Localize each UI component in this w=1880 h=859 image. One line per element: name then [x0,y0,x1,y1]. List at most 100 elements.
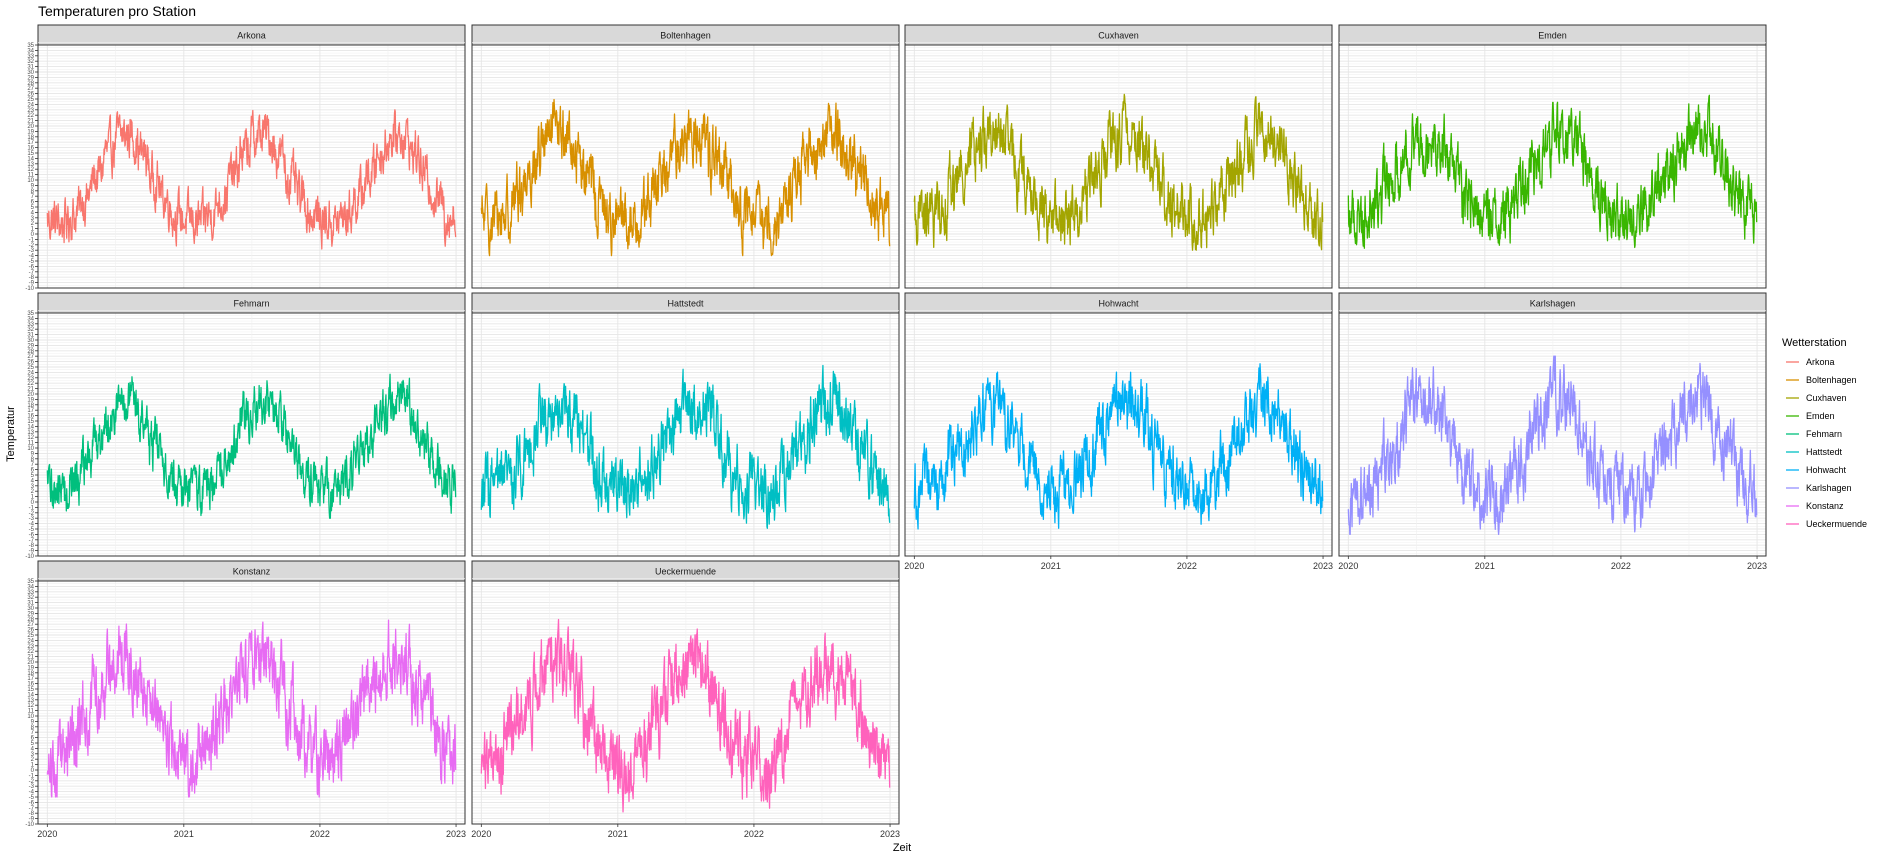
gridlines [472,41,899,289]
y-tick-label: 16 [27,146,34,152]
legend-item: Arkona [1786,357,1835,367]
y-tick-label: 7 [31,194,35,200]
x-tick-label: 2021 [1041,561,1061,571]
x-axis: 2020 2021 2022 2023 [471,824,900,839]
panel-border [471,44,900,289]
y-tick-label: 5 [31,473,35,479]
series-line-emden [1347,94,1758,249]
facet-panels: Arkona-10-9-8-7-6-5-4-3-2-10123456789101… [25,24,1767,839]
panel-border [37,580,466,825]
facet-strip-label: Hattstedt [667,299,704,309]
y-tick-label: 34 [27,584,34,590]
y-tick-label: -1 [29,237,35,243]
legend-items: Arkona Boltenhagen Cuxhaven Emden Fehmarn Hat… [1786,357,1867,529]
y-tick-label: 32 [27,327,34,333]
y-tick-label: -10 [25,554,34,560]
legend-label: Fehmarn [1806,429,1842,439]
y-tick-label: -7 [29,538,35,544]
y-axis: -10-9-8-7-6-5-4-3-2-10123456789101112131… [25,579,38,828]
y-tick-label: 4 [31,746,35,752]
legend-item: Konstanz [1786,501,1844,511]
facet-strip-label: Ueckermuende [655,567,716,577]
x-axis: 2020 2021 2022 2023 [904,556,1333,571]
y-tick-label: 25 [27,365,34,371]
y-tick-label: -4 [29,790,35,796]
y-tick-label: 15 [27,419,34,425]
x-tick-label: 2020 [1338,561,1358,571]
x-tick-label: 2021 [1475,561,1495,571]
y-tick-label: -6 [29,532,35,538]
facet-ueckermuende: Ueckermuende 2020 2021 2022 2023 [471,560,900,839]
panel-border [471,312,900,557]
y-tick-label: 19 [27,397,34,403]
y-tick-label: 26 [27,360,34,366]
y-tick-label: 3 [31,216,35,222]
y-axis: -10-9-8-7-6-5-4-3-2-10123456789101112131… [25,43,38,292]
y-tick-label: -2 [29,243,35,249]
y-tick-label: 3 [31,484,35,490]
y-tick-label: 15 [27,151,34,157]
legend-label: Hohwacht [1806,465,1847,475]
y-tick-label: 33 [27,322,34,328]
legend-item: Hohwacht [1786,465,1847,475]
y-tick-label: 16 [27,414,34,420]
y-tick-label: 23 [27,108,34,114]
y-tick-label: 9 [31,183,35,189]
y-tick-label: 2 [31,221,35,227]
y-tick-label: 26 [27,92,34,98]
y-tick-label: -4 [29,522,35,528]
series-line-cuxhaven [913,93,1324,251]
y-tick-label: 6 [31,468,35,474]
legend-label: Konstanz [1806,501,1844,511]
y-tick-label: 29 [27,343,34,349]
legend-label: Karlshagen [1806,483,1852,493]
legend-label: Boltenhagen [1806,375,1857,385]
y-tick-label: 32 [27,595,34,601]
y-tick-label: -2 [29,511,35,517]
y-tick-label: 18 [27,671,34,677]
y-tick-label: 1 [31,495,35,501]
legend-item: Hattstedt [1786,447,1843,457]
x-tick-label: 2023 [1313,561,1333,571]
series-line-arkona [46,109,457,250]
y-tick-label: 2 [31,757,35,763]
y-tick-label: -1 [29,505,35,511]
y-tick-label: 4 [31,210,35,216]
x-tick-label: 2023 [880,829,900,839]
y-tick-label: 23 [27,376,34,382]
y-tick-label: 35 [27,43,34,49]
facet-strip-label: Fehmarn [233,299,269,309]
y-tick-label: 3 [31,752,35,758]
y-tick-label: 22 [27,649,34,655]
y-tick-label: 22 [27,381,34,387]
legend: Wetterstation Arkona Boltenhagen Cuxhaven E… [1782,337,1867,529]
y-tick-label: 11 [28,173,35,179]
y-tick-label: 13 [27,430,34,436]
y-tick-label: 11 [28,441,35,447]
y-tick-label: 6 [31,200,35,206]
y-axis-title: Temperatur [5,406,17,462]
y-tick-label: 21 [27,119,34,125]
x-axis: 2020 2021 2022 2023 [1338,556,1767,571]
y-tick-label: 4 [31,478,35,484]
y-axis: -10-9-8-7-6-5-4-3-2-10123456789101112131… [25,311,38,560]
legend-item: Ueckermuende [1786,519,1867,529]
y-tick-label: 31 [27,333,34,339]
x-tick-label: 2020 [471,829,491,839]
facet-hohwacht: Hohwacht 2020 2021 2022 2023 [904,292,1333,571]
y-tick-label: 34 [27,48,34,54]
y-tick-label: -7 [29,806,35,812]
facet-hattstedt: Hattstedt [471,292,900,557]
facet-karlshagen: Karlshagen 2020 2021 2022 2023 [1338,292,1767,571]
x-tick-label: 2022 [1177,561,1197,571]
gridlines [38,577,465,825]
y-tick-label: 28 [27,349,34,355]
y-tick-label: 34 [27,316,34,322]
y-tick-label: -9 [29,549,35,555]
y-tick-label: 12 [27,435,34,441]
y-tick-label: 28 [27,81,34,87]
y-tick-label: -5 [29,795,35,801]
y-tick-label: -7 [29,270,35,276]
y-tick-label: 18 [27,135,34,141]
y-tick-label: -5 [29,527,35,533]
